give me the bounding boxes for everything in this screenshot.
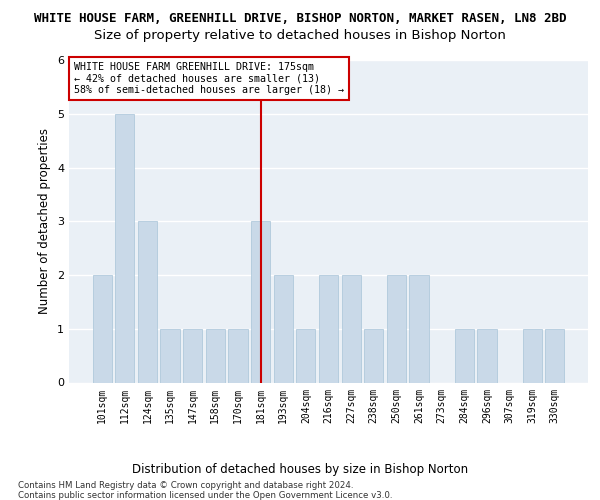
Bar — [251, 221, 270, 382]
Text: Size of property relative to detached houses in Bishop Norton: Size of property relative to detached ho… — [94, 29, 506, 42]
Bar — [364, 329, 383, 382]
Text: Contains HM Land Registry data © Crown copyright and database right 2024.
Contai: Contains HM Land Registry data © Crown c… — [18, 481, 392, 500]
Bar — [523, 329, 542, 382]
Bar — [274, 275, 293, 382]
Y-axis label: Number of detached properties: Number of detached properties — [38, 128, 52, 314]
Bar — [183, 329, 202, 382]
Bar — [455, 329, 474, 382]
Bar — [341, 275, 361, 382]
Text: WHITE HOUSE FARM, GREENHILL DRIVE, BISHOP NORTON, MARKET RASEN, LN8 2BD: WHITE HOUSE FARM, GREENHILL DRIVE, BISHO… — [34, 12, 566, 26]
Bar — [160, 329, 180, 382]
Bar — [138, 221, 157, 382]
Text: Distribution of detached houses by size in Bishop Norton: Distribution of detached houses by size … — [132, 462, 468, 475]
Bar — [115, 114, 134, 382]
Bar — [229, 329, 248, 382]
Bar — [92, 275, 112, 382]
Bar — [387, 275, 406, 382]
Bar — [296, 329, 316, 382]
Bar — [319, 275, 338, 382]
Bar — [409, 275, 428, 382]
Text: WHITE HOUSE FARM GREENHILL DRIVE: 175sqm
← 42% of detached houses are smaller (1: WHITE HOUSE FARM GREENHILL DRIVE: 175sqm… — [74, 62, 344, 95]
Bar — [477, 329, 497, 382]
Bar — [545, 329, 565, 382]
Bar — [206, 329, 225, 382]
